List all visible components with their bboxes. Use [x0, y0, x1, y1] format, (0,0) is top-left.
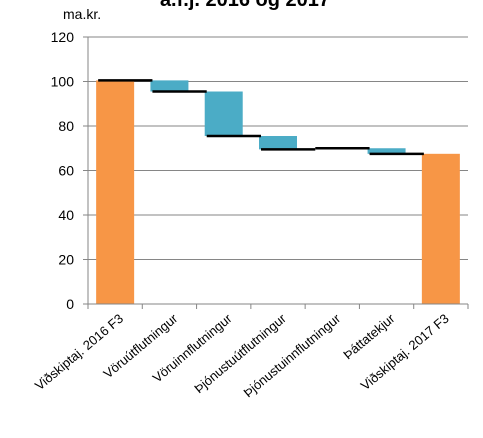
chart-title: á.f.j. 2016 og 2017 — [160, 0, 330, 11]
y-tick-label: 100 — [51, 74, 75, 90]
bar — [367, 148, 406, 154]
y-tick-label: 80 — [58, 118, 74, 134]
y-tick-label: 120 — [51, 29, 75, 45]
x-category-label: Viðskiptaj. 2016 F3 — [32, 311, 126, 393]
x-axis-labels: Viðskiptaj. 2016 F3VöruútflutningurVörui… — [32, 310, 452, 400]
y-axis-ticks: 0 20 40 60 80 100 120 — [51, 29, 88, 312]
bar — [150, 80, 189, 92]
x-category-label: Þjónustuútflutningur — [191, 310, 289, 396]
level-markers — [98, 79, 424, 156]
y-tick-label: 20 — [58, 252, 74, 268]
bar — [259, 136, 297, 150]
y-axis-unit-label: ma.kr. — [63, 6, 101, 22]
x-axis — [87, 37, 469, 309]
bar — [204, 91, 243, 137]
bars — [96, 80, 460, 304]
y-tick-label: 0 — [66, 296, 74, 312]
bar — [96, 80, 135, 304]
x-category-label: Þjónustuinnflutningur — [241, 310, 344, 400]
bar — [421, 153, 460, 304]
y-tick-label: 60 — [58, 163, 74, 179]
y-tick-label: 40 — [58, 207, 74, 223]
